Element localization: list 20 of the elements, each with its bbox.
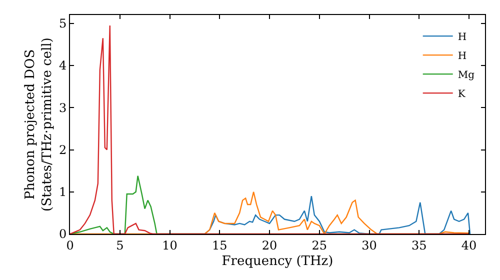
x-tick-label: 35 (412, 238, 427, 252)
legend-label: H (458, 32, 467, 43)
legend-label: Mg (458, 70, 476, 81)
x-tick-label: 30 (362, 238, 377, 252)
y-tick-label: 1 (58, 185, 67, 200)
y-tick-label: 2 (58, 142, 67, 157)
y-tick-label: 4 (58, 58, 67, 73)
y-tick-label: 5 (58, 16, 67, 31)
x-tick-label: 15 (212, 238, 228, 252)
x-tick-label: 40 (461, 238, 477, 252)
legend-label: K (458, 88, 466, 100)
x-tick-label: 5 (116, 238, 124, 252)
y-tick-label: 3 (58, 100, 67, 115)
x-tick-label: 20 (262, 238, 278, 252)
x-tick-label: 25 (312, 238, 328, 252)
x-axis-title: Frequency (THz) (222, 254, 334, 269)
y-tick-label: 0 (58, 227, 67, 242)
y-axis-title: Phonon projected DOS (States/THz·primitive cell) (23, 37, 55, 212)
legend-label: H (458, 50, 467, 62)
x-tick-label: 10 (162, 238, 178, 252)
